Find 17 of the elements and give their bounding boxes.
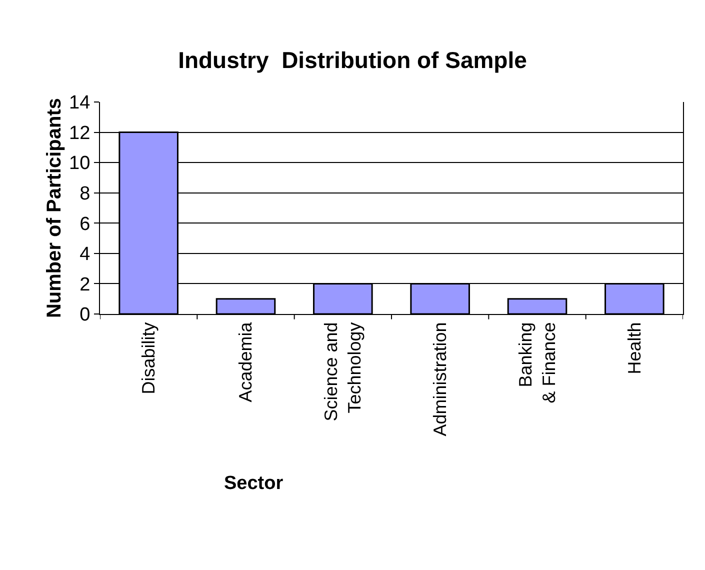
y-tick-label: 8 (80, 184, 90, 205)
y-tick-label: 10 (69, 153, 90, 174)
x-tick-label: Academia (236, 321, 256, 402)
chart-title: Industry Distribution of Sample (178, 47, 527, 74)
y-axis-title: Number of Participants (44, 98, 66, 318)
x-axis-title: Sector (224, 473, 284, 494)
y-tick-label: 2 (80, 274, 90, 296)
y-tick-label: 4 (80, 244, 91, 266)
x-tick-label: Disability (138, 322, 158, 394)
y-tick-label: 12 (69, 122, 90, 144)
y-tick-label: 6 (80, 214, 90, 235)
y-tick-label: 14 (69, 92, 91, 114)
x-tick-label: Health (624, 322, 644, 374)
y-tick-label: 0 (80, 304, 90, 326)
x-tick-label: Science and Technology (321, 322, 364, 422)
x-tick-label: Banking & Finance (515, 322, 559, 404)
x-tick-label: Administration (430, 322, 450, 436)
